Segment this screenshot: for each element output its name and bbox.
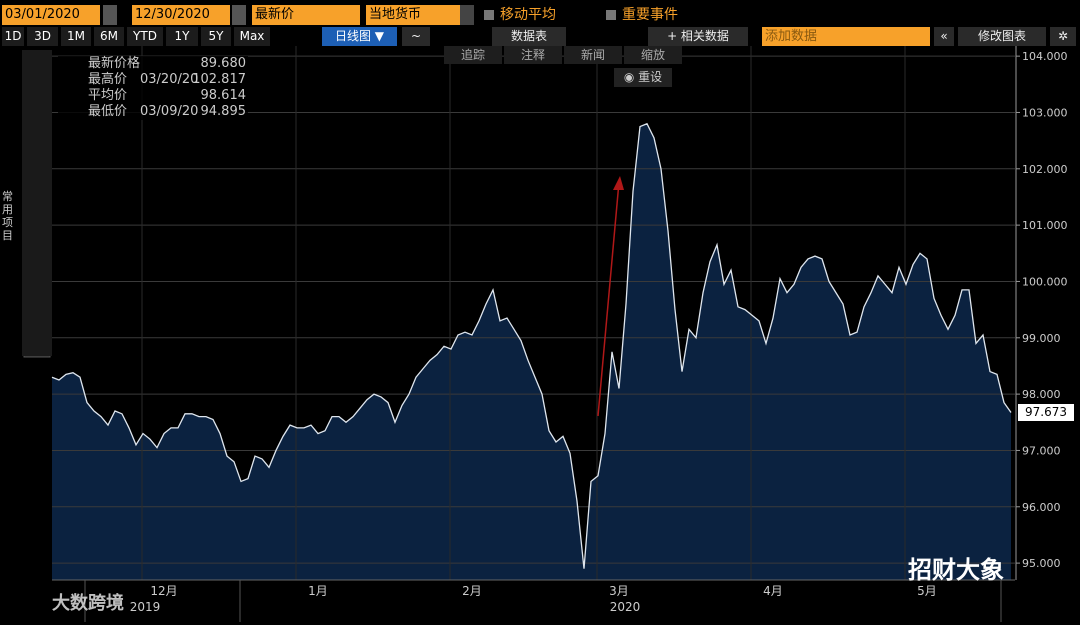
y-tick-label: 95.000 xyxy=(1022,557,1061,570)
line-style[interactable]: ~ xyxy=(402,27,430,46)
side-panel xyxy=(22,50,52,356)
x-tick-label: 12月 xyxy=(150,584,177,598)
watermark: 招财大象 xyxy=(908,556,1004,584)
watermark: 大数跨境 xyxy=(52,593,124,614)
info-value: 98.614 xyxy=(200,88,247,103)
period-button[interactable]: Max xyxy=(234,27,270,46)
y-tick-label: 101.000 xyxy=(1022,219,1068,232)
end-date[interactable]: 12/30/2020 xyxy=(132,5,230,25)
period-button[interactable]: 1D xyxy=(2,27,24,46)
info-box: 最新价格 89.680 最高价 03/20/20 102.817 平均价 98.614 最低价… xyxy=(58,56,248,120)
dropdown[interactable] xyxy=(460,5,474,25)
info-date: 03/20/20 xyxy=(140,72,199,87)
settings[interactable]: ✲ xyxy=(1050,27,1076,46)
info-date: 03/09/20 xyxy=(140,104,199,119)
info-label: 最高价 xyxy=(88,72,128,87)
info-value: 89.680 xyxy=(200,56,247,71)
collapse[interactable]: « xyxy=(934,27,954,46)
period-button[interactable]: 1M xyxy=(61,27,91,46)
price-line xyxy=(51,122,1012,569)
chart-tool[interactable]: 注释 xyxy=(504,46,562,64)
start-date[interactable]: 03/01/2020 xyxy=(2,5,100,25)
side-panel-label[interactable]: 常用项目 xyxy=(2,190,13,242)
y-tick-label: 104.000 xyxy=(1022,50,1068,63)
add-data[interactable]: 添加数据 xyxy=(762,27,930,46)
events[interactable]: 重要事件 xyxy=(606,5,678,25)
edit-chart[interactable]: 修改图表 xyxy=(958,27,1046,46)
y-tick-label: 98.000 xyxy=(1022,388,1061,401)
period-button[interactable]: 1Y xyxy=(166,27,198,46)
y-tick-label: 99.000 xyxy=(1022,332,1061,345)
chart-tool[interactable]: 缩放 xyxy=(624,46,682,64)
moving-average-label: 移动平均 xyxy=(500,7,556,23)
annotation-arrow xyxy=(597,181,620,417)
chart-tool[interactable]: 追踪 xyxy=(444,46,502,64)
info-value: 94.895 xyxy=(200,104,247,119)
x-tick-label: 4月 xyxy=(763,584,783,598)
x-group-label: 2019 xyxy=(130,600,161,614)
y-tick-label: 103.000 xyxy=(1022,106,1068,119)
info-label: 最新价格 xyxy=(88,56,141,71)
moving-average[interactable]: 移动平均 xyxy=(484,5,556,25)
chart-tool[interactable]: 新闻 xyxy=(564,46,622,64)
y-tick-label: 96.000 xyxy=(1022,501,1061,514)
period-button[interactable]: 5Y xyxy=(201,27,231,46)
events-label: 重要事件 xyxy=(622,7,678,23)
y-tick-label: 100.000 xyxy=(1022,275,1068,288)
y-tick-label: 97.000 xyxy=(1022,444,1061,457)
x-tick-label: 1月 xyxy=(308,584,328,598)
price-field[interactable]: 最新价 xyxy=(252,5,360,25)
info-label: 最低价 xyxy=(88,104,128,119)
area-fill xyxy=(52,123,1011,580)
calendar-icon[interactable] xyxy=(103,5,117,25)
last-value-label: 97.673 xyxy=(1018,404,1074,421)
period-button[interactable]: 6M xyxy=(94,27,124,46)
x-group-label: 2020 xyxy=(610,600,641,614)
currency[interactable]: 当地货币 xyxy=(366,5,460,25)
info-label: 平均价 xyxy=(88,88,128,103)
annotation-arrowhead xyxy=(613,176,624,190)
x-tick-label: 3月 xyxy=(609,584,629,598)
reset[interactable]: ◉ 重设 xyxy=(614,68,672,87)
info-value: 102.817 xyxy=(192,72,246,87)
frequency[interactable]: 日线图 ▼ xyxy=(322,27,397,46)
related-data[interactable]: + 相关数据 xyxy=(648,27,748,46)
x-tick-label: 2月 xyxy=(462,584,482,598)
reset-label: 重设 xyxy=(638,70,663,84)
y-tick-label: 102.000 xyxy=(1022,163,1068,176)
calendar-icon[interactable] xyxy=(232,5,246,25)
plot-background xyxy=(52,46,1015,580)
table-button[interactable]: 数据表 xyxy=(492,27,566,46)
x-tick-label: 5月 xyxy=(917,584,937,598)
period-button[interactable]: YTD xyxy=(127,27,163,46)
period-button[interactable]: 3D xyxy=(27,27,58,46)
